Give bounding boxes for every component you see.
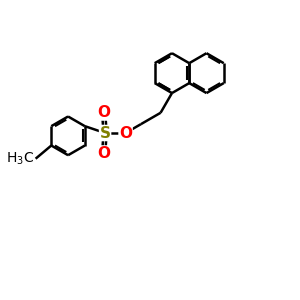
Text: O: O (97, 146, 110, 161)
Text: H$_3$C: H$_3$C (6, 151, 34, 167)
Text: O: O (97, 105, 110, 120)
Text: S: S (100, 125, 111, 140)
Text: O: O (119, 125, 132, 140)
